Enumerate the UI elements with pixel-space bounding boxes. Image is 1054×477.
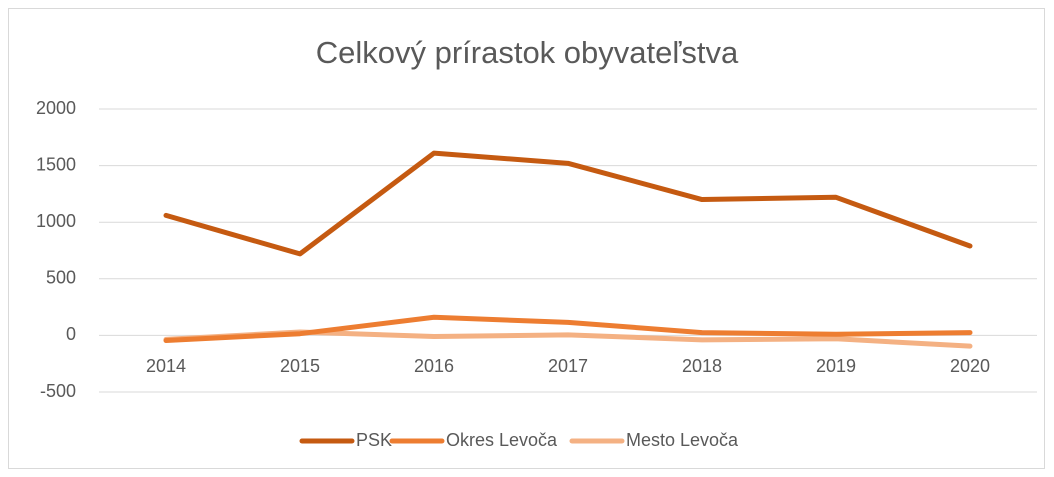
series-line <box>163 150 973 257</box>
y-tick-label: 1500 <box>36 154 76 174</box>
x-tick-label: 2016 <box>414 356 454 376</box>
x-tick-label: 2020 <box>950 356 990 376</box>
x-tick-label: 2014 <box>146 356 186 376</box>
chart-title: Celkový prírastok obyvateľstva <box>316 35 739 70</box>
y-tick-label: 2000 <box>36 98 76 118</box>
legend-label: PSK <box>356 430 392 450</box>
y-tick-label: 1000 <box>36 211 76 231</box>
series-line <box>163 314 973 343</box>
legend-label: Mesto Levoča <box>626 430 739 450</box>
x-tick-label: 2017 <box>548 356 588 376</box>
legend-label: Okres Levoča <box>446 430 558 450</box>
chart-frame <box>8 8 1045 469</box>
y-tick-label: -500 <box>40 381 76 401</box>
x-tick-label: 2019 <box>816 356 856 376</box>
x-tick-label: 2018 <box>682 356 722 376</box>
x-tick-label: 2015 <box>280 356 320 376</box>
y-tick-label: 500 <box>46 268 76 288</box>
y-tick-label: 0 <box>66 324 76 344</box>
